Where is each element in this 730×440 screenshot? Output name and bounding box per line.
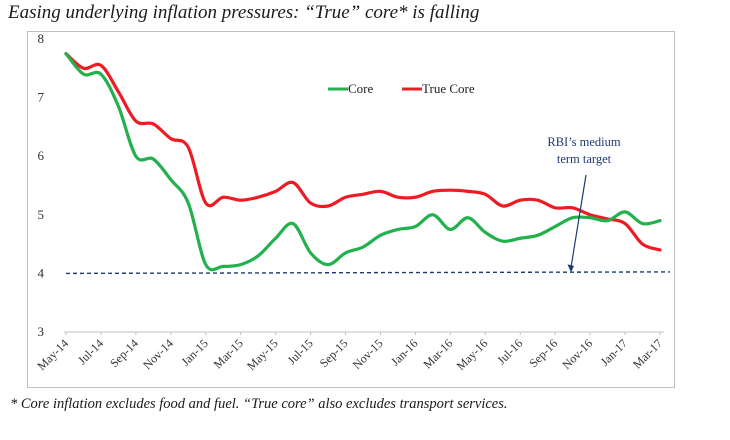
y-tick-label: 3 <box>38 324 45 339</box>
x-axis: May-14 Jul-14 Sep-14 Nov-14 Jan-15 Mar-15May-… <box>34 331 665 373</box>
annotation-text: term target <box>557 152 612 166</box>
annotation-arrowhead <box>567 264 574 273</box>
y-tick-label: 8 <box>38 31 45 46</box>
core-series-line <box>64 52 662 272</box>
x-tick-label: Jul-15 <box>285 336 316 367</box>
x-tick-label: Sep-16 <box>526 336 560 370</box>
x-tick-label: May-14 <box>34 336 71 373</box>
x-tick-label: Jul-16 <box>494 336 525 367</box>
x-tick-label: Nov-15 <box>350 336 386 372</box>
y-tick-label: 5 <box>38 207 45 222</box>
core-legend-label: Core <box>348 81 374 96</box>
x-tick-label: Mar-16 <box>420 336 455 371</box>
chart-title: Easing underlying inflation pressures: “… <box>8 2 480 23</box>
x-tick-label: Jan-15 <box>178 336 211 369</box>
x-tick-label: May-16 <box>454 336 491 373</box>
x-tick-label: Jan-16 <box>388 336 421 369</box>
annotation-text: RBI’s medium <box>547 135 621 149</box>
true-core-legend-label: True Core <box>422 81 475 96</box>
footnote: * Core inflation excludes food and fuel.… <box>10 396 508 412</box>
legend: Core True Core <box>328 81 475 96</box>
x-tick-label: Nov-14 <box>140 336 176 372</box>
reference-line-group <box>65 271 671 275</box>
x-tick-label: Mar-17 <box>630 336 665 371</box>
x-tick-label: Mar-15 <box>211 336 246 371</box>
x-tick-label: Nov-16 <box>559 336 595 372</box>
y-tick-label: 6 <box>38 148 45 163</box>
x-tick-label: Sep-15 <box>317 336 351 370</box>
x-tick-label: Sep-14 <box>107 336 141 370</box>
x-tick-label: Jul-14 <box>75 336 106 367</box>
series-group <box>64 52 662 272</box>
x-tick-label: May-15 <box>244 336 281 373</box>
true-core-series-line <box>64 52 662 252</box>
y-tick-label: 7 <box>38 90 45 105</box>
y-axis: 3 4 5 6 7 8 <box>38 31 45 339</box>
y-tick-label: 4 <box>38 265 45 280</box>
chart-frame <box>27 31 675 388</box>
annotation-arrow <box>570 174 587 268</box>
target-reference-line <box>65 271 671 275</box>
x-tick-label: Jan-17 <box>598 336 631 369</box>
annotation-group: RBI’s medium term target <box>547 135 621 273</box>
